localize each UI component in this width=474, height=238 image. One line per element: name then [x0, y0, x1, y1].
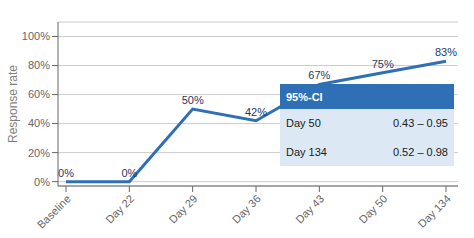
svg-text:0%: 0%	[121, 167, 137, 179]
svg-text:Day 29: Day 29	[166, 192, 199, 225]
svg-text:60%: 60%	[28, 88, 50, 100]
svg-text:100%: 100%	[22, 30, 50, 42]
svg-text:50%: 50%	[182, 94, 204, 106]
html-text:0.43 – 0.95: 0.43 – 0.95	[392, 117, 448, 130]
html-text:Day 134: Day 134	[286, 146, 327, 158]
html-text:Day 50: Day 50	[286, 117, 321, 130]
svg-text:83%: 83%	[435, 46, 457, 58]
svg-text:Day 22: Day 22	[103, 192, 136, 225]
svg-text:67%: 67%	[308, 69, 330, 81]
svg-text:Day 43: Day 43	[293, 192, 326, 225]
svg-text:75%: 75%	[372, 58, 394, 70]
svg-text:Baseline: Baseline	[35, 192, 73, 230]
svg-text:Response rate: Response rate	[8, 65, 20, 143]
svg-text:0%: 0%	[58, 167, 74, 179]
svg-text:40%: 40%	[28, 117, 50, 129]
html-text:0.52 – 0.98: 0.52 – 0.98	[392, 146, 448, 158]
svg-text:80%: 80%	[28, 59, 50, 71]
svg-text:Day 50: Day 50	[356, 192, 389, 225]
svg-text:42%: 42%	[245, 106, 267, 118]
svg-text:Day 134: Day 134	[415, 192, 452, 229]
svg-text:0%: 0%	[34, 176, 50, 188]
html-text:95%-CI: 95%-CI	[286, 90, 323, 103]
svg-text:Day 36: Day 36	[230, 192, 263, 225]
svg-text:20%: 20%	[28, 147, 50, 159]
